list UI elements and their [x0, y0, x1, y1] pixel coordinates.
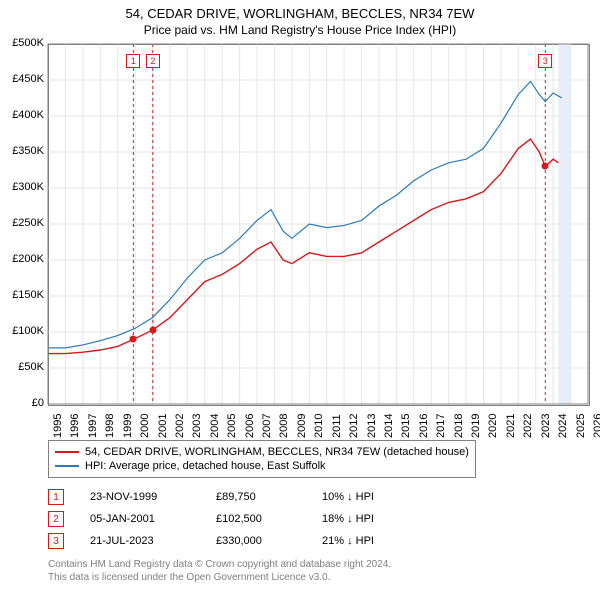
xtick-label: 2018: [453, 414, 465, 438]
ytick-label: £0: [4, 397, 44, 409]
marker-diff: 10% ↓ HPI: [322, 491, 402, 503]
chart-subtitle: Price paid vs. HM Land Registry's House …: [0, 21, 600, 37]
legend-swatch: [55, 451, 79, 453]
attribution-line1: Contains HM Land Registry data © Crown c…: [48, 558, 391, 571]
legend: 54, CEDAR DRIVE, WORLINGHAM, BECCLES, NR…: [48, 440, 476, 478]
marker-diff: 18% ↓ HPI: [322, 513, 402, 525]
marker-badge: 1: [48, 489, 64, 505]
chart-container: 54, CEDAR DRIVE, WORLINGHAM, BECCLES, NR…: [0, 0, 600, 590]
xtick-label: 2007: [261, 414, 273, 438]
xtick-label: 2015: [400, 414, 412, 438]
data-point: [130, 336, 137, 343]
xtick-label: 2002: [174, 414, 186, 438]
attribution-line2: This data is licensed under the Open Gov…: [48, 571, 391, 584]
xtick-label: 2003: [191, 414, 203, 438]
chart-title: 54, CEDAR DRIVE, WORLINGHAM, BECCLES, NR…: [0, 0, 600, 21]
ytick-label: £200K: [4, 253, 44, 265]
marker-table: 1 23-NOV-1999 £89,750 10% ↓ HPI 2 05-JAN-2001…: [48, 486, 402, 552]
ytick-label: £50K: [4, 361, 44, 373]
xtick-label: 2023: [540, 414, 552, 438]
xtick-label: 2000: [139, 414, 151, 438]
xtick-label: 2010: [313, 414, 325, 438]
xtick-label: 2013: [366, 414, 378, 438]
legend-item: HPI: Average price, detached house, East…: [55, 459, 469, 473]
chart-marker-badge: 2: [146, 54, 160, 68]
marker-price: £89,750: [216, 491, 296, 503]
attribution: Contains HM Land Registry data © Crown c…: [48, 558, 391, 584]
xtick-label: 2012: [348, 414, 360, 438]
ytick-label: £250K: [4, 217, 44, 229]
legend-label: HPI: Average price, detached house, East…: [85, 460, 326, 472]
xtick-label: 1997: [87, 414, 99, 438]
data-point: [542, 163, 549, 170]
ytick-label: £150K: [4, 289, 44, 301]
marker-date: 21-JUL-2023: [90, 535, 190, 547]
xtick-label: 1996: [69, 414, 81, 438]
xtick-label: 2017: [435, 414, 447, 438]
chart-marker-badge: 1: [126, 54, 140, 68]
xtick-label: 2009: [296, 414, 308, 438]
xtick-label: 2006: [244, 414, 256, 438]
xtick-label: 1998: [104, 414, 116, 438]
xtick-label: 2026: [592, 414, 600, 438]
ytick-label: £400K: [4, 109, 44, 121]
ytick-label: £450K: [4, 73, 44, 85]
xtick-label: 2001: [157, 414, 169, 438]
ytick-label: £350K: [4, 145, 44, 157]
legend-item: 54, CEDAR DRIVE, WORLINGHAM, BECCLES, NR…: [55, 445, 469, 459]
marker-date: 05-JAN-2001: [90, 513, 190, 525]
marker-price: £102,500: [216, 513, 296, 525]
xtick-label: 2020: [487, 414, 499, 438]
xtick-label: 2008: [278, 414, 290, 438]
xtick-label: 2005: [226, 414, 238, 438]
marker-badge: 3: [48, 533, 64, 549]
xtick-label: 2024: [557, 414, 569, 438]
xtick-label: 2014: [383, 414, 395, 438]
xtick-label: 2025: [575, 414, 587, 438]
marker-row: 2 05-JAN-2001 £102,500 18% ↓ HPI: [48, 508, 402, 530]
xtick-label: 2019: [470, 414, 482, 438]
xtick-label: 2021: [505, 414, 517, 438]
xtick-label: 1995: [52, 414, 64, 438]
legend-label: 54, CEDAR DRIVE, WORLINGHAM, BECCLES, NR…: [85, 446, 469, 458]
xtick-label: 2022: [522, 414, 534, 438]
xtick-label: 2011: [331, 414, 343, 438]
chart-plot-area: [48, 44, 590, 406]
xtick-label: 1999: [122, 414, 134, 438]
marker-date: 23-NOV-1999: [90, 491, 190, 503]
ytick-label: £500K: [4, 37, 44, 49]
chart-marker-badge: 3: [538, 54, 552, 68]
ytick-label: £100K: [4, 325, 44, 337]
xtick-label: 2004: [209, 414, 221, 438]
marker-row: 3 21-JUL-2023 £330,000 21% ↓ HPI: [48, 530, 402, 552]
ytick-label: £300K: [4, 181, 44, 193]
legend-swatch: [55, 465, 79, 467]
marker-diff: 21% ↓ HPI: [322, 535, 402, 547]
marker-badge: 2: [48, 511, 64, 527]
marker-row: 1 23-NOV-1999 £89,750 10% ↓ HPI: [48, 486, 402, 508]
marker-price: £330,000: [216, 535, 296, 547]
data-point: [149, 327, 156, 334]
xtick-label: 2016: [418, 414, 430, 438]
